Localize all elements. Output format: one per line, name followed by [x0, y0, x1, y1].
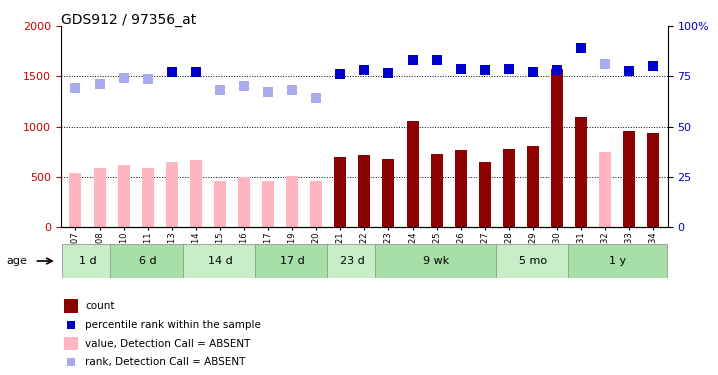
Text: 23 d: 23 d	[340, 256, 365, 266]
Point	[94, 81, 106, 87]
Point	[383, 70, 394, 76]
Bar	[182, 244, 257, 278]
Point	[190, 69, 202, 75]
Bar	[214, 181, 226, 227]
Bar	[64, 337, 78, 350]
Bar	[575, 117, 587, 227]
Bar	[406, 120, 419, 227]
Bar	[623, 130, 635, 227]
Point	[358, 68, 370, 74]
Point	[214, 87, 225, 93]
Point	[142, 76, 154, 82]
Point	[431, 57, 442, 63]
Point	[286, 87, 298, 93]
Text: percentile rank within the sample: percentile rank within the sample	[85, 320, 261, 330]
Text: 9 wk: 9 wk	[424, 256, 449, 266]
Text: 1 d: 1 d	[79, 256, 96, 266]
Bar	[376, 244, 498, 278]
Bar	[190, 160, 202, 227]
Bar	[111, 244, 185, 278]
Bar	[118, 165, 130, 227]
Point	[527, 69, 538, 75]
Bar	[64, 299, 78, 313]
Bar	[568, 244, 666, 278]
Point	[262, 90, 274, 96]
Point	[503, 66, 515, 72]
Bar	[141, 168, 154, 227]
Bar	[527, 146, 539, 227]
Bar	[431, 154, 442, 227]
Text: 6 d: 6 d	[139, 256, 157, 266]
Text: age: age	[6, 256, 27, 266]
Text: value, Detection Call = ABSENT: value, Detection Call = ABSENT	[85, 339, 251, 348]
Bar	[647, 133, 659, 227]
Point	[648, 63, 659, 69]
Point	[575, 45, 587, 51]
Point	[65, 322, 77, 328]
Bar	[495, 244, 570, 278]
Point	[455, 66, 467, 72]
Point	[70, 86, 81, 92]
Text: 14 d: 14 d	[208, 256, 233, 266]
Text: rank, Detection Call = ABSENT: rank, Detection Call = ABSENT	[85, 357, 246, 367]
Bar	[62, 244, 113, 278]
Point	[65, 359, 77, 365]
Text: 1 y: 1 y	[609, 256, 626, 266]
Bar	[93, 168, 106, 227]
Bar	[383, 159, 394, 227]
Text: 5 mo: 5 mo	[519, 256, 547, 266]
Point	[479, 68, 490, 74]
Bar	[327, 244, 378, 278]
Bar	[286, 176, 298, 227]
Point	[623, 68, 635, 74]
Bar	[599, 152, 611, 227]
Bar	[70, 173, 82, 227]
Bar	[503, 148, 515, 227]
Bar	[335, 157, 346, 227]
Point	[166, 69, 177, 75]
Point	[118, 75, 129, 81]
Bar	[166, 162, 178, 227]
Bar	[255, 244, 330, 278]
Point	[407, 57, 419, 63]
Point	[600, 62, 611, 68]
Bar	[454, 150, 467, 227]
Bar	[238, 177, 250, 227]
Bar	[551, 69, 563, 227]
Text: count: count	[85, 301, 115, 311]
Bar	[262, 181, 274, 227]
Bar	[358, 154, 370, 227]
Point	[335, 71, 346, 77]
Point	[238, 84, 250, 90]
Text: 17 d: 17 d	[280, 256, 304, 266]
Bar	[479, 162, 491, 227]
Point	[310, 96, 322, 102]
Text: GDS912 / 97356_at: GDS912 / 97356_at	[61, 13, 196, 27]
Bar	[310, 181, 322, 227]
Point	[551, 68, 563, 74]
